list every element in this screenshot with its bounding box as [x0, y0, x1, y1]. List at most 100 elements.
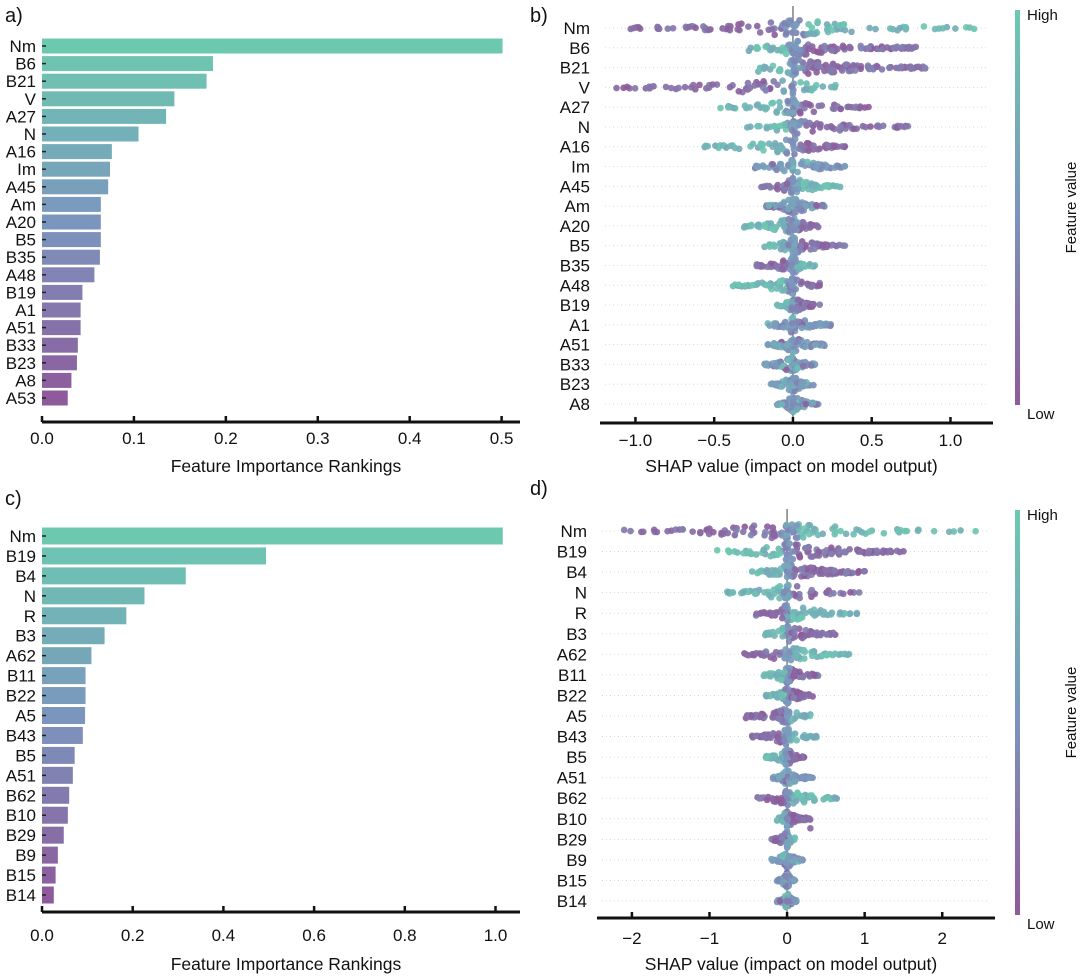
shap-point-R	[807, 608, 814, 615]
category-label: B5	[15, 746, 36, 765]
shap-point-A62	[772, 648, 780, 656]
shap-point-V	[726, 83, 734, 91]
shap-point-B10	[807, 824, 814, 832]
shap-point-Am	[813, 201, 820, 209]
x-tick-label: −2	[622, 929, 641, 948]
shap-point-Nm	[783, 28, 790, 36]
shap-point-A27	[768, 100, 775, 107]
shap-point-A51	[786, 780, 794, 787]
shap-point-B19	[893, 547, 901, 555]
x-tick-label: 1.0	[484, 926, 508, 945]
shap-point-Nm	[705, 26, 712, 34]
shap-point-B23	[791, 387, 799, 395]
shap-point-A51	[769, 775, 777, 782]
shap-point-B62	[778, 796, 786, 804]
shap-point-A20	[769, 225, 777, 233]
category-label: B15	[6, 866, 36, 885]
category-label: N	[575, 584, 587, 603]
shap-point-Nm	[783, 521, 790, 529]
shap-point-B4	[837, 568, 844, 576]
shap-point-B29	[784, 843, 791, 851]
shap-point-B6	[828, 47, 836, 54]
shap-point-B43	[765, 734, 772, 741]
x-axis-title: SHAP value (impact on model output)	[645, 954, 937, 974]
shap-point-N	[817, 121, 824, 128]
shap-point-Im	[835, 162, 842, 170]
shap-point-B43	[803, 734, 811, 742]
bar-N	[42, 126, 139, 142]
shap-point-A62	[823, 651, 831, 658]
shap-point-A1	[806, 324, 813, 331]
shap-point-R	[813, 610, 820, 618]
shap-point-A20	[754, 222, 761, 230]
shap-point-A62	[793, 651, 801, 659]
shap-point-B22	[799, 691, 806, 698]
shap-point-V	[810, 84, 818, 92]
shap-point-Nm	[736, 26, 743, 34]
shap-point-B6	[773, 46, 781, 54]
shap-point-B62	[794, 789, 801, 797]
shap-point-Im	[794, 168, 801, 176]
shap-point-V	[759, 84, 767, 92]
shap-point-A62	[818, 652, 826, 660]
x-axis-title: Feature Importance Rankings	[171, 954, 402, 974]
shap-point-B21	[813, 61, 821, 69]
category-label: B5	[569, 237, 590, 256]
shap-point-R	[846, 610, 853, 618]
shap-point-B21	[838, 67, 846, 74]
shap-point-A27	[815, 102, 822, 110]
bar-A62	[42, 647, 92, 665]
shap-point-A48	[788, 282, 796, 289]
shap-point-Nm	[696, 528, 704, 536]
colorbar	[1015, 510, 1020, 915]
shap-point-B15	[790, 876, 797, 884]
category-label: A16	[560, 138, 590, 157]
shap-point-B10	[783, 814, 791, 822]
x-tick-label: 0.2	[121, 926, 145, 945]
shap-point-V	[746, 84, 754, 92]
shap-point-B4	[771, 568, 778, 576]
shap-point-V	[779, 77, 786, 84]
shap-point-R	[753, 610, 760, 618]
category-label: A48	[560, 276, 590, 295]
shap-point-B11	[767, 673, 775, 680]
category-label: B14	[557, 892, 587, 911]
shap-point-B14	[791, 896, 798, 904]
shap-point-Nm	[831, 523, 839, 530]
shap-point-B9	[776, 858, 784, 866]
x-tick-label: 0.0	[781, 431, 805, 450]
bar-A45	[42, 179, 109, 195]
shap-point-R	[820, 608, 828, 616]
category-label: B19	[6, 283, 36, 302]
bar-B62	[42, 786, 70, 804]
category-label: V	[25, 90, 37, 109]
shap-point-A51	[799, 773, 807, 780]
shap-point-A45	[791, 185, 799, 193]
shap-point-B33	[788, 354, 795, 361]
shap-point-A16	[771, 140, 779, 147]
shap-point-A1	[823, 320, 830, 328]
shap-point-A62	[808, 652, 816, 660]
bar-V	[42, 91, 175, 107]
category-label: B10	[557, 810, 587, 829]
shap-point-B19	[726, 548, 733, 556]
category-label: B35	[560, 256, 590, 275]
shap-point-Nm	[848, 28, 855, 36]
shap-point-N	[784, 581, 792, 589]
shap-point-Nm	[669, 24, 677, 32]
shap-point-N	[729, 589, 736, 596]
category-label: A8	[15, 371, 36, 390]
shap-point-B10	[805, 815, 813, 822]
shap-point-A8	[778, 400, 786, 408]
shap-point-Nm	[724, 529, 732, 537]
shap-point-A20	[761, 223, 769, 231]
shap-point-B33	[794, 364, 802, 372]
bar-B5	[42, 746, 75, 764]
shap-point-Nm	[718, 529, 725, 537]
shap-point-B21	[805, 70, 812, 77]
shap-point-Nm	[630, 24, 637, 32]
category-label: B19	[560, 296, 590, 315]
shap-point-V	[735, 88, 743, 95]
shap-point-N	[823, 589, 830, 596]
shap-point-B22	[777, 692, 785, 700]
